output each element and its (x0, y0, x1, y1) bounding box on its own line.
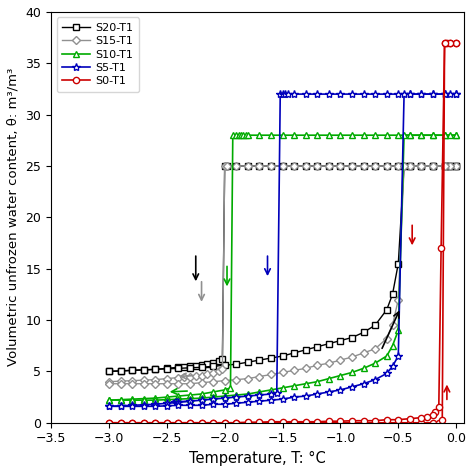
X-axis label: Temperature, T: °C: Temperature, T: °C (189, 451, 326, 466)
Legend: S20-T1, S15-T1, S10-T1, S5-T1, S0-T1: S20-T1, S15-T1, S10-T1, S5-T1, S0-T1 (57, 18, 139, 92)
Y-axis label: Volumetric unfrozen water content, θ: m³/m³: Volumetric unfrozen water content, θ: m³… (7, 68, 20, 367)
